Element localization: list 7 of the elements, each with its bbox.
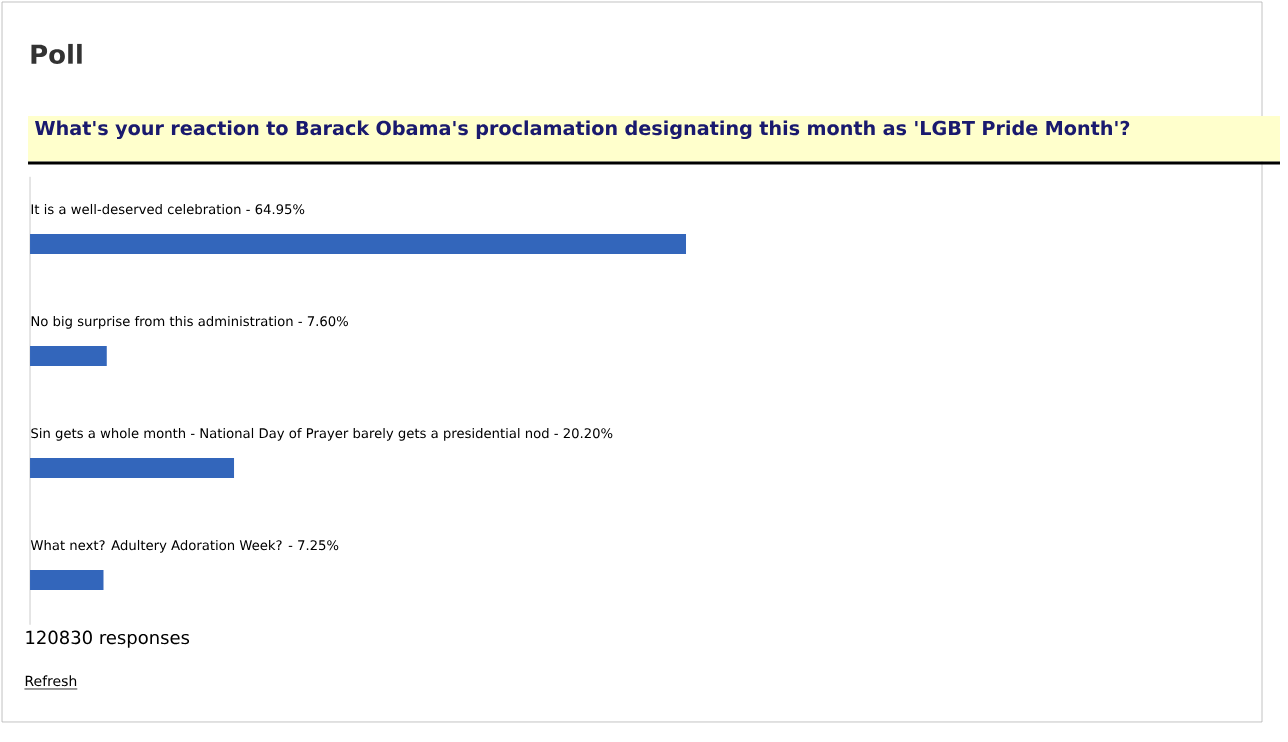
- bar: [30, 457, 235, 478]
- bar: [30, 569, 104, 590]
- bar: [30, 345, 107, 366]
- text: 120830 responses: [26, 630, 190, 648]
- chart-title: Poll: [31, 43, 82, 65]
- chart-subtitle: What's your reaction to Barack Obama's proclamation designating this month as 'LGBT Pride Month'?: [34, 120, 1130, 140]
- bar: [30, 233, 687, 254]
